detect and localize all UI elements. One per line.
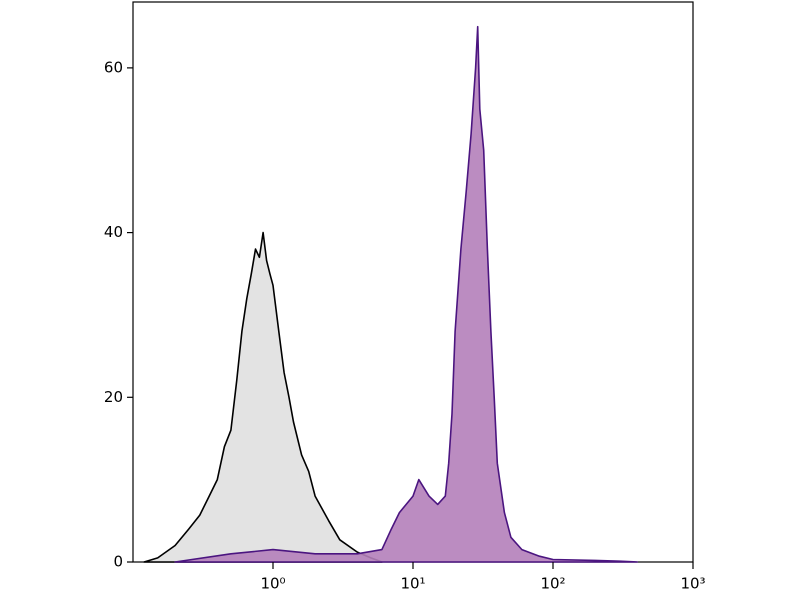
x-tick-label: 10² (540, 575, 565, 593)
y-tick-label: 0 (113, 553, 123, 571)
x-tick-label: 10⁰ (260, 575, 285, 593)
x-tick-label: 10¹ (400, 575, 425, 593)
y-tick-label: 60 (104, 58, 123, 76)
histogram-area (174, 25, 639, 563)
x-tick-label: 10³ (680, 575, 705, 593)
histogram-area (143, 231, 383, 563)
y-tick-label: 40 (104, 223, 123, 241)
y-tick-label: 20 (104, 388, 123, 406)
